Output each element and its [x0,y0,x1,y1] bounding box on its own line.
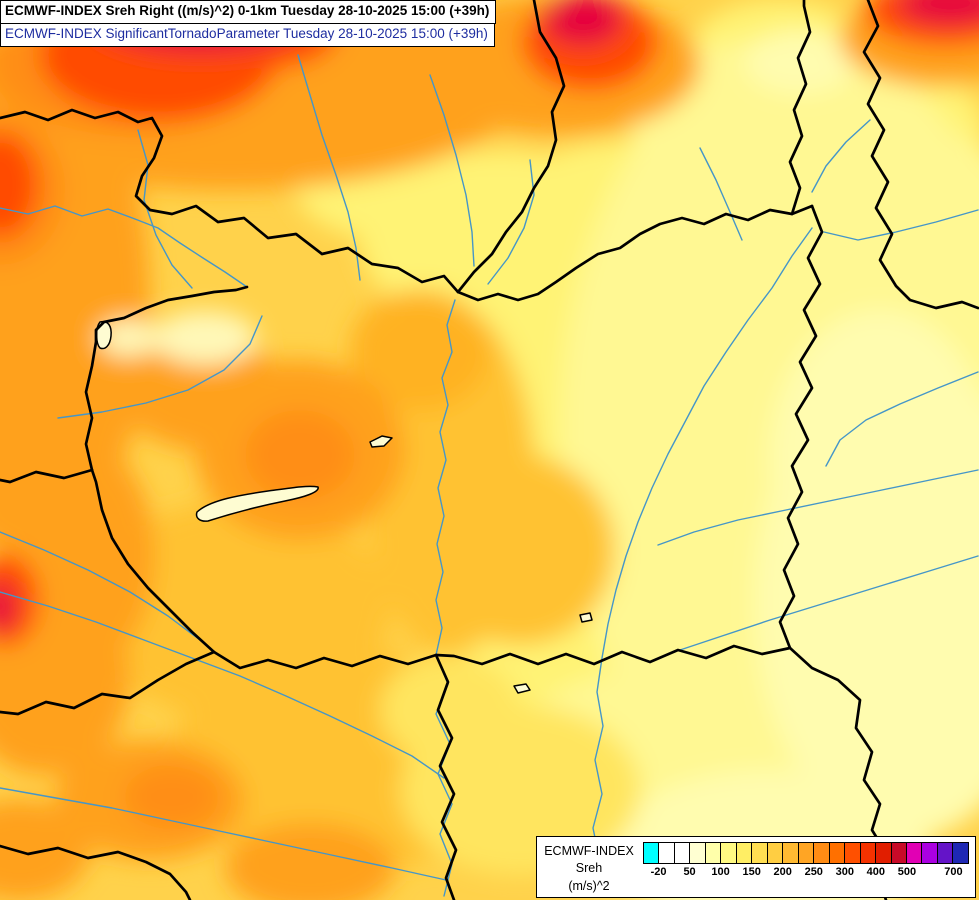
country-border [456,204,814,302]
legend-cell [876,842,892,863]
legend-title-line1: ECMWF-INDEX [544,843,634,858]
river [0,205,248,288]
heat-blob [380,655,520,765]
legend-tick-label: 700 [944,865,963,878]
legend-colorbar [643,841,969,864]
map-title-secondary: ECMWF-INDEX SignificantTornadoParameter … [0,22,495,47]
heat-blob [898,0,979,26]
heat-blob [225,823,395,900]
legend-cell [705,842,722,863]
river [487,159,535,285]
heat-blob [425,455,615,645]
legend-cell [767,842,784,863]
map-title-primary: ECMWF-INDEX Sreh Right ((m/s)^2) 0-1km T… [0,0,497,24]
country-border [456,0,566,294]
legend-tick-label: 150 [742,865,761,878]
legend-cell [798,842,815,863]
rivers-layer [0,54,979,898]
country-border [0,844,192,900]
legend-cell [937,842,954,863]
heat-blob [98,319,158,357]
legend-cell [891,842,907,863]
legend-cell [736,842,753,863]
legend-tick-label: 400 [866,865,886,878]
heat-blob [245,410,355,500]
country-border [90,468,216,654]
legend-cell [829,842,846,863]
legend-tick-label: 200 [773,865,792,878]
river [811,119,871,193]
legend-title-line2: Sreh [575,861,603,875]
legend-cell [721,842,737,863]
river [0,591,445,779]
legend-tick-label: 50 [683,865,696,878]
heat-blob [124,765,220,829]
legend-cell [845,842,861,863]
river [592,227,813,898]
lake [513,683,531,694]
river [699,147,743,241]
lakes-layer [95,320,593,694]
legend-cell [906,842,923,863]
heat-blob [840,130,979,310]
heat-blob [770,310,979,610]
lake [195,485,319,522]
river [657,469,979,546]
legend-cell [644,842,660,863]
river [297,54,361,281]
legend-cell [752,842,768,863]
heat-blob [600,160,780,300]
lake [579,612,593,623]
river [0,531,201,641]
title-block: ECMWF-INDEX Sreh Right ((m/s)^2) 0-1km T… [0,0,497,47]
heat-blob [350,290,490,410]
legend: ECMWF-INDEX Sreh (m/s)^2 -20 50 100 150 200 2… [536,835,976,898]
country-border [0,108,460,294]
legend-title-block: ECMWF-INDEX Sreh (m/s)^2 [543,842,635,896]
heat-blob [0,585,130,775]
legend-cell [674,842,691,863]
heat-blob [0,582,16,632]
legend-tick-labels: -20 50 100 150 200 250 300 400 500 700 [643,864,969,880]
country-border [0,468,94,484]
heat-blob [120,340,290,450]
country-border [778,204,824,650]
country-border [0,650,216,716]
river [0,787,447,881]
legend-title-line3: (m/s)^2 [568,878,610,893]
legend-tick-label: 300 [835,865,854,878]
legend-cell [922,842,938,863]
river [823,209,979,241]
river [57,315,263,419]
river [435,299,456,656]
legend-tick-label: 500 [897,865,917,878]
legend-cell [860,842,877,863]
legend-tick-label: -20 [650,865,667,878]
legend-cell [814,842,830,863]
heat-blob [543,0,623,47]
legend-tick-label: 250 [804,865,823,878]
country-border [434,653,458,900]
river [825,371,979,467]
country-border [212,644,792,670]
lake [369,435,393,448]
legend-cell [953,842,968,863]
country-border [862,0,979,310]
heat-blob [153,311,257,365]
river [137,129,193,289]
legend-cell [783,842,799,863]
country-border [84,285,249,472]
heat-blob [0,133,38,237]
country-border [788,0,812,216]
legend-tick-label: 100 [711,865,730,878]
legend-cell [659,842,675,863]
river [679,555,979,651]
river [429,74,475,267]
legend-cell [690,842,706,863]
legend-colorbar-wrap: -20 50 100 150 200 250 300 400 500 700 [643,841,969,880]
